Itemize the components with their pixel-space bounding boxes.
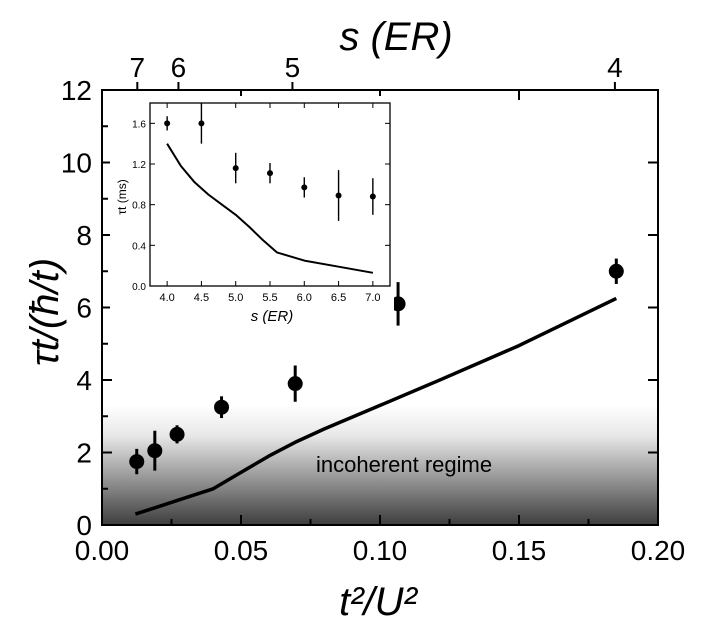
inset-y-axis-title: τt (ms) xyxy=(115,179,129,214)
inset-y-tick-label: 0.8 xyxy=(132,201,146,212)
y-tick-label: 10 xyxy=(61,148,92,179)
inset-data-point xyxy=(198,120,205,127)
inset-data-point xyxy=(301,184,308,191)
inset-y-tick-label: 1.2 xyxy=(132,160,146,171)
inset-x-tick-labels: 4.0 4.5 5.0 5.5 6.0 6.5 7.0 xyxy=(159,292,380,304)
main-x-tick-labels: 0.00 0.05 0.10 0.15 0.20 xyxy=(75,535,686,566)
x-tick-label: 0.20 xyxy=(631,535,686,566)
inset-x-tick-label: 4.0 xyxy=(159,292,174,304)
y-tick-label: 8 xyxy=(76,220,92,251)
main-data-point xyxy=(169,426,185,442)
inset-y-tick-label: 0.0 xyxy=(132,282,146,293)
inset-x-tick-label: 7.0 xyxy=(365,292,380,304)
y-tick-label: 2 xyxy=(76,438,92,469)
inset-data-point xyxy=(267,170,273,177)
y-tick-label: 6 xyxy=(76,293,92,324)
main-data-point xyxy=(287,376,303,392)
x-tick-label: 0.05 xyxy=(214,535,269,566)
main-data-point xyxy=(129,454,145,470)
top-tick-label: 4 xyxy=(607,52,623,83)
main-y-axis-title: τt/(ħ/t) xyxy=(23,258,67,366)
main-data-point xyxy=(608,263,624,279)
main-x-axis-title: t²/U² xyxy=(339,580,418,624)
main-axis-ticks xyxy=(101,82,659,526)
main-data-point xyxy=(214,399,230,415)
y-tick-label: 4 xyxy=(76,365,92,396)
main-data-points xyxy=(129,258,624,475)
main-data-point xyxy=(390,296,406,312)
top-tick-label: 6 xyxy=(171,52,187,83)
x-tick-label: 0.15 xyxy=(492,535,547,566)
inset-y-tick-labels: 0.0 0.4 0.8 1.2 1.6 xyxy=(132,119,146,293)
inset-x-tick-label: 6.0 xyxy=(297,292,312,304)
inset-data-point xyxy=(164,120,171,127)
y-tick-label: 0 xyxy=(76,510,92,541)
top-tick-label: 7 xyxy=(130,52,146,83)
inset-data-point xyxy=(335,192,342,199)
incoherent-regime-label: incoherent regime xyxy=(316,452,492,477)
inset-x-tick-label: 5.5 xyxy=(262,292,277,304)
top-axis-title: s (ER) xyxy=(339,15,452,59)
top-tick-label: 5 xyxy=(285,52,301,83)
inset-background xyxy=(110,96,394,328)
inset-data-point xyxy=(232,165,239,172)
inset-data-point xyxy=(369,193,376,200)
inset-data-points xyxy=(164,103,376,221)
inset-x-tick-label: 6.5 xyxy=(331,292,346,304)
y-tick-label: 12 xyxy=(61,75,92,106)
main-data-point xyxy=(147,443,163,459)
x-tick-label: 0.00 xyxy=(75,535,130,566)
main-theory-line xyxy=(134,296,618,516)
inset-y-tick-label: 1.6 xyxy=(132,119,146,130)
x-tick-label: 0.10 xyxy=(353,535,408,566)
inset-x-tick-label: 5.0 xyxy=(228,292,243,304)
inset-x-axis-title: s (ER) xyxy=(251,308,294,325)
inset-axis-ticks xyxy=(150,103,390,287)
inset-y-tick-label: 0.4 xyxy=(132,241,146,252)
main-y-tick-labels: 0 2 4 6 8 10 12 xyxy=(61,75,92,541)
inset-theory-line xyxy=(166,143,374,274)
inset-x-tick-label: 4.5 xyxy=(194,292,209,304)
incoherent-region-shade xyxy=(102,405,658,525)
